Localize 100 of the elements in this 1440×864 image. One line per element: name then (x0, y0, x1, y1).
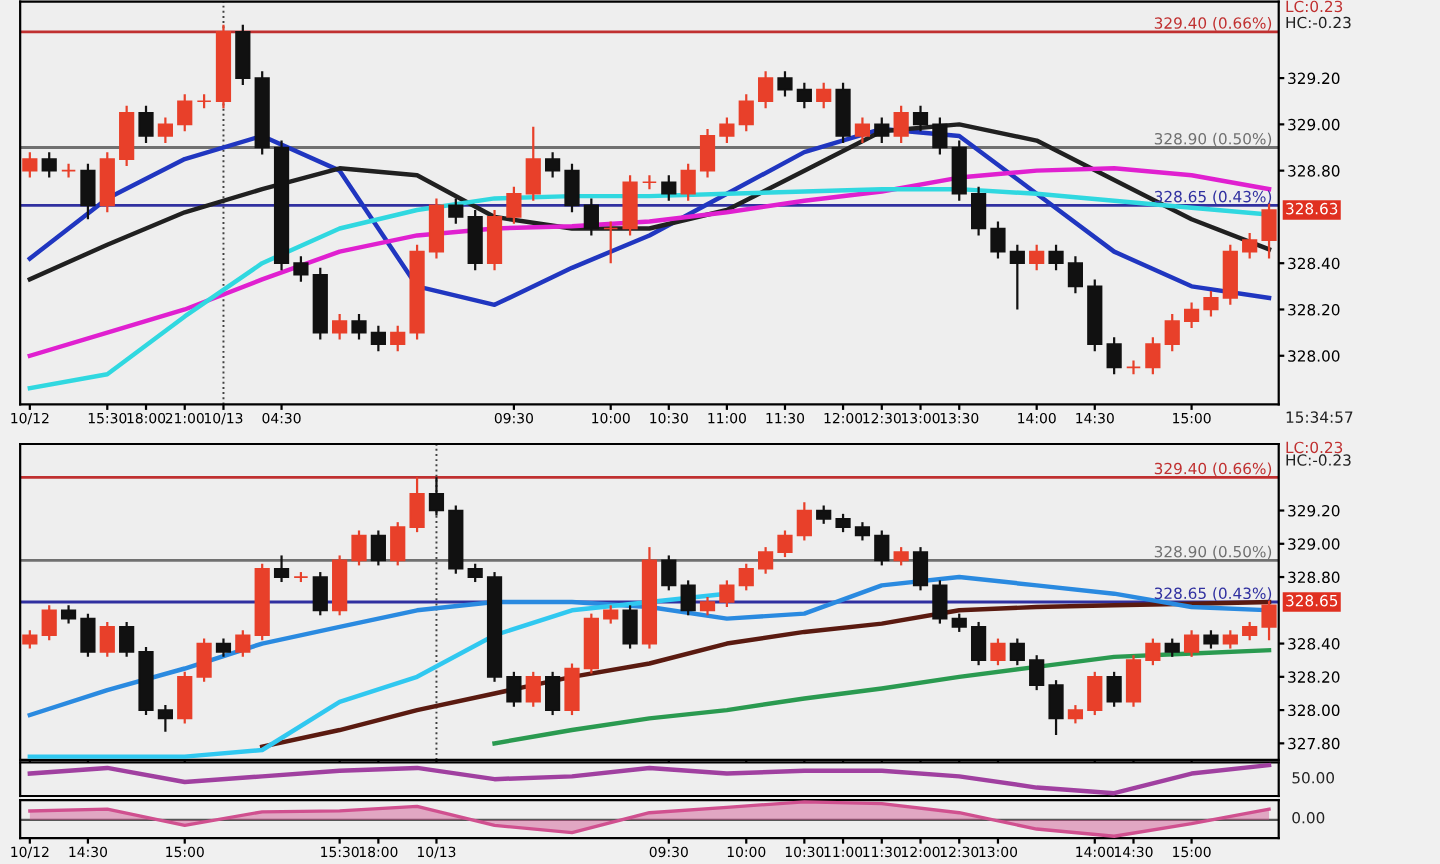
candlestick (1048, 679, 1064, 737)
candlestick (874, 529, 890, 567)
candlestick (854, 521, 871, 542)
candlestick (854, 116, 871, 144)
candlestick (796, 81, 812, 110)
candlestick (758, 70, 774, 110)
candlestick (1164, 313, 1180, 353)
candlestick (990, 637, 1006, 667)
candlestick (1183, 301, 1200, 330)
candlestick (486, 208, 503, 272)
candlestick (1203, 629, 1219, 650)
candlestick (80, 162, 96, 221)
candlestick (777, 529, 793, 559)
candlestick (1183, 629, 1200, 658)
candlestick (351, 529, 367, 567)
candlestick (235, 23, 251, 87)
line-series (259, 599, 1272, 749)
candlestick (699, 127, 716, 179)
candlestick (332, 313, 348, 341)
line-series (27, 126, 1272, 308)
candlestick (583, 197, 599, 237)
candlestick (777, 70, 793, 98)
candlestick (796, 501, 812, 542)
candlestick (564, 162, 580, 214)
candlestick (1222, 243, 1238, 306)
candlestick (506, 185, 522, 225)
candlestick (1261, 599, 1277, 642)
candlestick (60, 604, 77, 625)
candlestick (1145, 637, 1161, 667)
candlestick (119, 104, 135, 168)
candlestick (951, 139, 967, 202)
candlestick (196, 637, 212, 683)
candlestick (738, 562, 754, 592)
candlestick (80, 612, 96, 658)
candlestick (448, 197, 464, 225)
candlestick (177, 670, 193, 725)
candlestick (157, 703, 173, 733)
candlestick (990, 220, 1006, 260)
candlestick (912, 104, 929, 133)
candlestick (603, 220, 619, 265)
candlestick (390, 521, 406, 567)
candlestick (99, 151, 115, 214)
candlestick (970, 620, 987, 667)
candlestick (835, 81, 851, 144)
candlestick (1261, 201, 1277, 260)
candlestick (1125, 359, 1142, 376)
candlestick (835, 512, 851, 534)
candlestick (138, 104, 154, 144)
candlestick (699, 595, 716, 617)
candlestick (545, 151, 561, 179)
candlestick (506, 670, 522, 708)
candlestick (893, 104, 909, 144)
candlestick (758, 546, 774, 575)
candlestick (641, 174, 658, 191)
candlestick (157, 116, 173, 144)
candlestick (99, 620, 115, 658)
candlestick (41, 151, 57, 179)
candlestick (680, 579, 696, 617)
candlestick (1106, 670, 1122, 708)
candlestick (312, 570, 328, 617)
candlestick (467, 208, 483, 272)
candlestick (1125, 654, 1142, 708)
candlestick (1106, 336, 1122, 376)
candlestick (60, 162, 77, 179)
candlestick (1164, 637, 1180, 658)
candlestick (932, 116, 948, 156)
candlestick (1067, 255, 1084, 295)
candlestick (719, 116, 735, 144)
candlestick (525, 125, 541, 202)
candlestick (545, 670, 561, 717)
candlestick (351, 313, 367, 341)
candlestick (564, 662, 580, 717)
candlestick (428, 476, 445, 517)
candlestick (1009, 243, 1025, 311)
candlestick (22, 629, 38, 650)
candlestick (893, 546, 909, 567)
candlestick (622, 174, 638, 237)
candlestick (912, 546, 929, 592)
candlestick (1067, 703, 1084, 725)
candlestick (370, 324, 386, 353)
candlestick (1029, 654, 1045, 692)
candlestick (235, 629, 251, 658)
candlestick (1203, 289, 1219, 318)
candlestick (603, 604, 619, 625)
candlestick (1222, 629, 1238, 650)
candlestick (273, 554, 290, 584)
candlestick (409, 476, 425, 534)
candlestick (661, 174, 677, 202)
candlestick (719, 579, 735, 609)
candlestick (1087, 670, 1103, 717)
line-series (27, 122, 1272, 282)
candlestick (970, 185, 987, 237)
candlestick (428, 197, 445, 260)
candlestick (1242, 232, 1258, 260)
candlestick (119, 620, 135, 658)
candlestick (1145, 336, 1161, 376)
candlestick (41, 604, 57, 642)
candlestick (738, 93, 754, 133)
candlestick (1242, 620, 1258, 642)
candlestick (177, 93, 193, 133)
